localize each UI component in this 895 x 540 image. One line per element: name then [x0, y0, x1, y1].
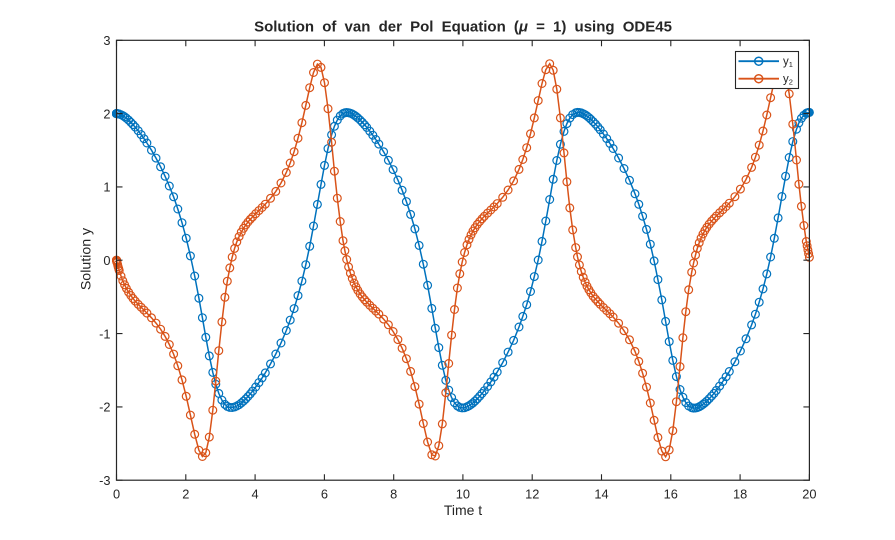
- svg-text:2: 2: [103, 106, 110, 121]
- svg-text:4: 4: [252, 486, 259, 501]
- svg-text:16: 16: [664, 486, 678, 501]
- svg-text:-2: -2: [99, 400, 110, 415]
- svg-text:3: 3: [103, 33, 110, 48]
- svg-text:10: 10: [456, 486, 470, 501]
- svg-text:14: 14: [594, 486, 608, 501]
- svg-text:20: 20: [802, 486, 816, 501]
- svg-text:1: 1: [103, 180, 110, 195]
- svg-text:y1: y1: [783, 56, 793, 69]
- svg-text:8: 8: [390, 486, 397, 501]
- svg-text:0: 0: [103, 253, 110, 268]
- svg-text:12: 12: [525, 486, 539, 501]
- svg-text:y2: y2: [783, 74, 793, 87]
- svg-text:2: 2: [182, 486, 189, 501]
- svg-text:Time t: Time t: [444, 502, 482, 518]
- svg-text:-3: -3: [99, 473, 110, 488]
- svg-text:6: 6: [321, 486, 328, 501]
- svg-text:18: 18: [733, 486, 747, 501]
- svg-text:0: 0: [113, 486, 120, 501]
- svg-text:Solution of van der Pol Equati: Solution of van der Pol Equation (μ = 1)…: [254, 19, 672, 36]
- svg-text:-1: -1: [99, 326, 110, 341]
- svg-text:Solution y: Solution y: [79, 227, 95, 290]
